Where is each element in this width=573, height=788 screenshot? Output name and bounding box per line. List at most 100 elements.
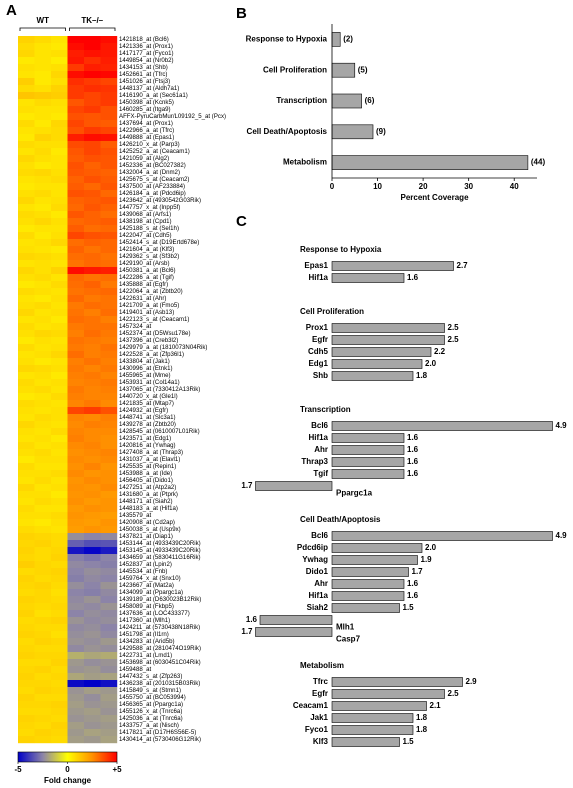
heatmap-cell xyxy=(67,183,85,191)
heatmap-cell xyxy=(18,596,35,604)
heatmap-cell xyxy=(18,169,35,177)
category-label: Ceacam1 xyxy=(293,701,329,710)
heatmap-cell xyxy=(67,498,85,506)
value-label: 1.6 xyxy=(407,579,419,588)
heatmap-cell xyxy=(100,232,118,240)
heatmap-cell xyxy=(18,260,35,268)
heatmap-cell xyxy=(18,141,35,149)
heatmap-cell xyxy=(18,155,35,163)
row-label: 1450381_a_at (Bcl6) xyxy=(119,267,176,274)
heatmap-cell xyxy=(18,246,35,254)
heatmap-cell xyxy=(84,50,101,58)
heatmap-cell xyxy=(84,232,101,240)
row-label: 1419401_at (Asb13) xyxy=(119,309,174,316)
heatmap-cell xyxy=(51,631,68,639)
heatmap-cell xyxy=(100,113,118,121)
category-label: Klf3 xyxy=(313,737,329,746)
category-label: Response to Hypoxia xyxy=(246,35,328,44)
heatmap-cell xyxy=(100,330,118,338)
heatmap-cell xyxy=(100,43,118,51)
heatmap-cell xyxy=(34,274,52,282)
heatmap-cell xyxy=(84,99,101,107)
bar xyxy=(331,421,553,431)
heatmap-cell xyxy=(18,295,35,303)
value-label: 1.8 xyxy=(416,713,428,722)
heatmap-cell xyxy=(84,694,101,702)
row-label: 1420908_at (Cd2ap) xyxy=(119,519,175,526)
heatmap-cell xyxy=(100,512,118,520)
heatmap-cell xyxy=(67,729,85,737)
row-label: 1439189_at (D630023B12Rik) xyxy=(119,596,201,603)
heatmap-cell xyxy=(34,379,52,387)
section-title: Transcription xyxy=(300,405,351,414)
heatmap-cell xyxy=(67,127,85,135)
row-label: 1429588_at (2810474O19Rik) xyxy=(119,645,201,652)
heatmap-cell xyxy=(84,253,101,261)
heatmap-cell xyxy=(84,64,101,72)
bar xyxy=(331,567,409,577)
heatmap-cell xyxy=(51,414,68,422)
heatmap-cell xyxy=(100,442,118,450)
heatmap-cell xyxy=(18,99,35,107)
heatmap-cell xyxy=(84,148,101,156)
row-label: 1456365_at (Ppargc1a) xyxy=(119,701,183,708)
row-label: 1429979_a_at (1810073N04Rik) xyxy=(119,344,207,351)
heatmap-cell xyxy=(100,687,118,695)
heatmap-cell xyxy=(51,197,68,205)
heatmap-cell xyxy=(51,400,68,408)
heatmap-cell xyxy=(67,736,85,744)
row-label: 1437396_at (Creb3l2) xyxy=(119,337,178,344)
row-label: 1453145_at (4933439C20Rik) xyxy=(119,547,201,554)
colorbar-tick-label: -5 xyxy=(14,765,22,774)
heatmap-cell xyxy=(51,610,68,618)
heatmap-cell xyxy=(100,92,118,100)
heatmap-cell xyxy=(67,113,85,121)
heatmap-cell xyxy=(51,120,68,128)
row-label: 1458089_at (Fkbp5) xyxy=(119,603,174,610)
heatmap-cell xyxy=(67,344,85,352)
heatmap-cell xyxy=(84,449,101,457)
heatmap-cell xyxy=(84,617,101,625)
category-label: Dido1 xyxy=(306,567,329,576)
row-label: 1423642_at (4930542G03Rik) xyxy=(119,197,201,204)
heatmap-cell xyxy=(84,442,101,450)
row-label: 1416190_a_at (Sec61a1) xyxy=(119,92,188,99)
heatmap-cell xyxy=(51,540,68,548)
heatmap-cell xyxy=(18,526,35,534)
heatmap-cell xyxy=(18,666,35,674)
heatmap-cell xyxy=(18,309,35,317)
bar-annotation: (44) xyxy=(531,158,546,167)
heatmap-cell xyxy=(51,106,68,114)
heatmap-cell xyxy=(51,218,68,226)
heatmap-cell xyxy=(18,400,35,408)
heatmap-cell xyxy=(67,561,85,569)
heatmap-cell xyxy=(18,218,35,226)
heatmap-cell xyxy=(18,64,35,72)
heatmap-cell xyxy=(51,456,68,464)
heatmap-cell xyxy=(84,239,101,247)
value-label: 1.9 xyxy=(421,555,433,564)
heatmap-cell xyxy=(84,463,101,471)
heatmap-cell xyxy=(34,386,52,394)
heatmap-cell xyxy=(84,519,101,527)
heatmap-cell xyxy=(67,246,85,254)
heatmap-cell xyxy=(51,302,68,310)
heatmap-cell xyxy=(51,498,68,506)
heatmap-cell xyxy=(34,575,52,583)
heatmap-cell xyxy=(100,309,118,317)
bar xyxy=(331,433,405,443)
row-label: 1417177_at (Fyco1) xyxy=(119,50,174,57)
heatmap-cell xyxy=(51,547,68,555)
heatmap-cell xyxy=(18,288,35,296)
heatmap-cell xyxy=(67,463,85,471)
heatmap-cell xyxy=(51,428,68,436)
value-label: 2.5 xyxy=(448,323,460,332)
heatmap-cell xyxy=(34,106,52,114)
heatmap-cell xyxy=(100,421,118,429)
colorbar-title: Fold change xyxy=(44,776,92,785)
heatmap-cell xyxy=(67,624,85,632)
value-label: 1.7 xyxy=(241,627,253,636)
heatmap-cell xyxy=(34,85,52,93)
category-label: Transcription xyxy=(276,96,327,105)
heatmap-cell xyxy=(18,568,35,576)
